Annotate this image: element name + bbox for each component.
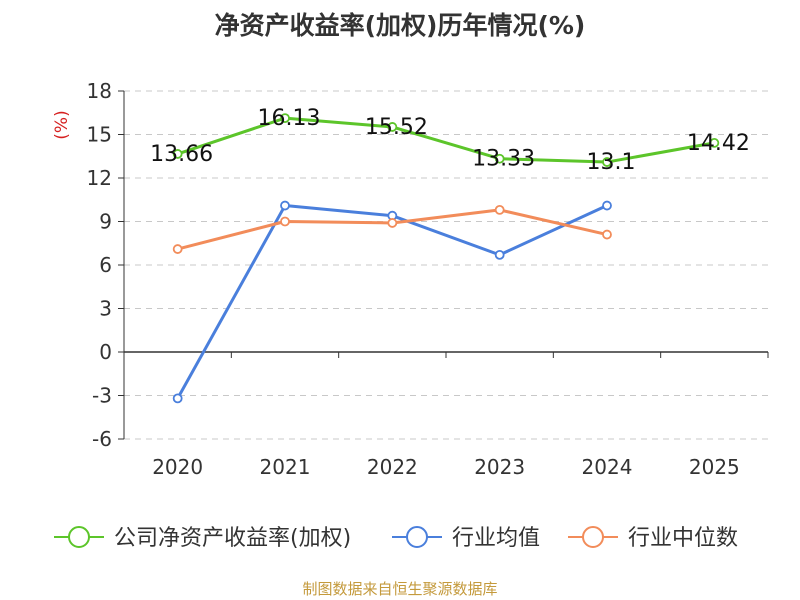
- data-label: 16.13: [258, 106, 321, 131]
- data-point: [602, 229, 612, 240]
- data-point: [280, 216, 290, 227]
- data-point: [709, 138, 720, 148]
- y-tick-label: 9: [99, 210, 112, 234]
- legend-label: 行业中位数: [628, 526, 738, 551]
- legend-item[interactable]: 行业中位数: [568, 526, 738, 551]
- legend-marker: [68, 526, 90, 548]
- series-line: [176, 204, 608, 400]
- data-point: [280, 113, 290, 124]
- x-tick-label: 2024: [582, 455, 633, 479]
- data-point: [280, 200, 290, 211]
- legend-label: 公司净资产收益率(加权): [114, 526, 351, 551]
- y-tick-label: -6: [92, 427, 112, 451]
- data-point: [172, 149, 183, 159]
- data-label: 13.1: [587, 150, 636, 175]
- data-label: 15.52: [365, 115, 428, 140]
- x-tick-label: 2022: [367, 455, 418, 479]
- y-tick-label: 0: [99, 340, 112, 364]
- x-tick-label: 2020: [152, 455, 203, 479]
- data-point: [602, 157, 612, 167]
- source-note: 制图数据来自恒生聚源数据库: [302, 580, 498, 598]
- y-tick-label: 12: [87, 166, 112, 190]
- grid-lines: [124, 90, 768, 440]
- data-point: [172, 244, 183, 254]
- y-axis-label: (%): [52, 110, 72, 139]
- x-tick-label: 2023: [474, 455, 525, 479]
- series-layer: [172, 113, 720, 404]
- y-tick-labels: 18 15 12 9 6 3 0 -3 -6: [87, 79, 112, 451]
- legend-marker: [582, 526, 604, 548]
- data-point: [172, 393, 183, 404]
- y-tick-label: 3: [99, 297, 112, 321]
- data-point: [494, 153, 505, 164]
- data-label: 14.42: [687, 131, 750, 156]
- y-tick-label: -3: [92, 384, 112, 408]
- legend-item[interactable]: 行业均值: [392, 526, 540, 551]
- legend-marker: [406, 526, 428, 548]
- series-line: [177, 116, 715, 164]
- legend: 公司净资产收益率(加权) 行业均值 行业中位数: [54, 526, 738, 551]
- y-tick-label: 15: [87, 123, 112, 147]
- data-point: [494, 249, 505, 260]
- x-tick-label: 2025: [689, 455, 740, 479]
- data-label: 13.66: [150, 142, 213, 167]
- data-point: [387, 122, 398, 132]
- chart-title: 净资产收益率(加权)历年情况(%): [214, 11, 586, 40]
- data-point: [387, 218, 398, 228]
- y-tick-label: 6: [99, 253, 112, 277]
- axes: [118, 90, 769, 440]
- x-tick-label: 2021: [260, 455, 311, 479]
- data-point: [602, 200, 612, 211]
- legend-item[interactable]: 公司净资产收益率(加权): [54, 526, 351, 551]
- data-point: [494, 204, 505, 215]
- x-tick-labels: 2020 2021 2022 2023 2024 2025: [152, 455, 740, 479]
- legend-label: 行业均值: [452, 526, 540, 551]
- data-labels: 13.66 16.13 15.52 13.33 13.1 14.42: [150, 106, 750, 175]
- y-tick-label: 18: [87, 79, 112, 103]
- data-label: 13.33: [472, 147, 535, 172]
